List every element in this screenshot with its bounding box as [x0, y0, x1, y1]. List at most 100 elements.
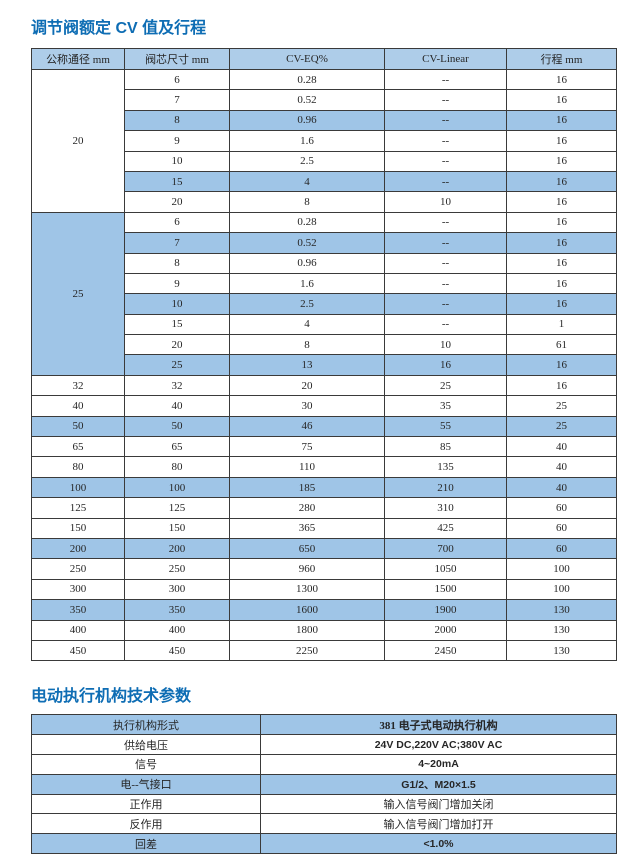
cell: 130: [506, 619, 617, 641]
cell: 100: [506, 558, 617, 580]
param-label-cell: 回差: [31, 833, 261, 854]
table-row: 40 40 30 35 25: [31, 395, 617, 417]
cell: 60: [506, 517, 617, 539]
cell: 200: [31, 537, 125, 560]
cell: 8: [124, 252, 230, 274]
table-row: 9 1.6 -- 16: [32, 130, 617, 152]
cell: 16: [506, 150, 617, 172]
cell: 32: [124, 374, 230, 397]
cell: 16: [506, 374, 617, 397]
param-label-cell: 正作用: [31, 793, 261, 815]
column-header: 阀芯尺寸 mm: [124, 48, 230, 70]
param-label-cell: 供给电压: [31, 734, 261, 755]
table-row: 125 125 280 310 60: [31, 497, 617, 519]
cell: 16: [506, 272, 617, 295]
cv-travel-table-header: 公称通径 mm 阀芯尺寸 mm CV-EQ% CV-Linear 行程 mm: [31, 48, 617, 70]
cell: 125: [124, 497, 230, 519]
cell: 8: [229, 334, 385, 356]
cv-travel-table-body: 20 6 0.28 -- 16 7 0.52 -- 16 8 0.96 -- 16 9 1.6 -- 16 10 2…: [31, 68, 617, 662]
cell: 130: [506, 599, 617, 621]
cell: 1600: [229, 599, 385, 621]
cell: 16: [506, 109, 617, 132]
cell: --: [384, 109, 507, 132]
table-row: 50 50 46 55 25: [31, 415, 617, 438]
cell: 4: [229, 170, 385, 193]
cell: 0.52: [229, 89, 385, 111]
table-row: 450 450 2250 2450 130: [31, 639, 617, 662]
cell: 0.28: [229, 68, 385, 91]
cell: 250: [124, 558, 230, 580]
column-header: CV-Linear: [384, 48, 507, 70]
cell: 16: [506, 130, 617, 152]
cell: 60: [506, 537, 617, 560]
cell: 13: [229, 354, 385, 376]
table-row: 80 80 110 135 40: [31, 456, 617, 478]
cell: 10: [124, 150, 230, 172]
cell: 2450: [384, 639, 507, 662]
cell: 65: [124, 436, 230, 458]
param-label-cell: 反作用: [31, 813, 261, 835]
table-row: 20 6 0.28 -- 16: [31, 68, 617, 213]
cell: 50: [31, 415, 125, 438]
cell: 55: [384, 415, 507, 438]
cell: 185: [229, 476, 385, 499]
cell: 25: [384, 374, 507, 397]
cell: 8: [124, 109, 230, 132]
cell: 150: [124, 517, 230, 539]
section2-title: 电动执行机构技术参数: [31, 688, 192, 706]
cell: 9: [124, 130, 230, 152]
table-row: 回差 <1.0%: [31, 833, 617, 854]
param-value-cell: 381 电子式电动执行机构: [260, 714, 617, 736]
cell: --: [384, 89, 507, 111]
cell: 20: [124, 191, 230, 213]
param-label-cell: 执行机构形式: [31, 714, 261, 736]
cell: 6: [124, 68, 230, 91]
cell: 30: [229, 395, 385, 417]
table-row: 25 6 0.28 -- 16: [31, 211, 617, 376]
cell: 32: [31, 374, 125, 397]
cell: 16: [506, 89, 617, 111]
table-row: 反作用 输入信号阀门增加打开: [31, 813, 617, 835]
table-row: 15 4 -- 16: [32, 170, 617, 193]
cell: --: [384, 252, 507, 274]
cell: 365: [229, 517, 385, 539]
cell: --: [384, 232, 507, 254]
cell: 150: [31, 517, 125, 539]
cell: 15: [124, 313, 230, 336]
param-value-cell: <1.0%: [260, 833, 617, 854]
cell: 650: [229, 537, 385, 560]
cell: 1050: [384, 558, 507, 580]
table-row: 20 8 10 61: [32, 334, 617, 356]
cell: 0.52: [229, 232, 385, 254]
section1-title: 调节阀额定 CV 值及行程: [31, 20, 207, 37]
cell: 1.6: [229, 272, 385, 295]
cell: 130: [506, 639, 617, 662]
cell: 16: [506, 170, 617, 193]
cell: 16: [506, 211, 617, 234]
cell: 135: [384, 456, 507, 478]
cell: 16: [506, 293, 617, 315]
table-row: 10 2.5 -- 16: [32, 150, 617, 172]
cell: 425: [384, 517, 507, 539]
cell: 350: [31, 599, 125, 621]
param-label-cell: 电--气接口: [31, 773, 261, 795]
cell: 16: [506, 68, 617, 91]
table-row: 400 400 1800 2000 130: [31, 619, 617, 641]
cell: 60: [506, 497, 617, 519]
cell: 16: [506, 354, 617, 376]
cell: 16: [506, 252, 617, 274]
cell: 250: [31, 558, 125, 580]
cell: 300: [124, 578, 230, 601]
cell: 280: [229, 497, 385, 519]
param-value-cell: 24V DC,220V AC;380V AC: [260, 734, 617, 755]
group-size-cell: 25: [31, 211, 125, 376]
cell: 10: [384, 334, 507, 356]
cell: 200: [124, 537, 230, 560]
table-row: 32 32 20 25 16: [31, 374, 617, 397]
cell: 2.5: [229, 293, 385, 315]
cell: 40: [124, 395, 230, 417]
cell: 50: [124, 415, 230, 438]
param-label-cell: 信号: [31, 753, 261, 775]
table-row: 200 200 650 700 60: [31, 537, 617, 560]
